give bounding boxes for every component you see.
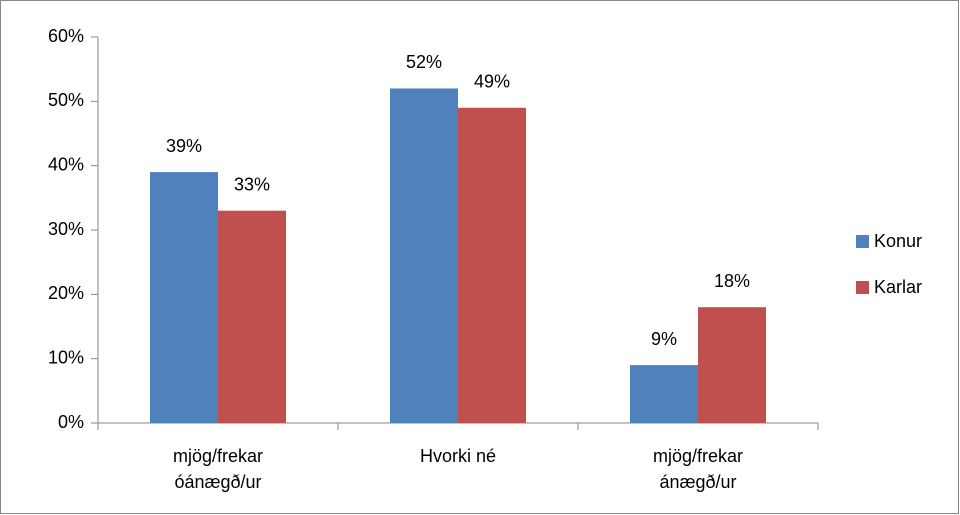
bar bbox=[458, 107, 526, 424]
y-tick-label: 40% bbox=[48, 154, 84, 174]
y-tick-label: 10% bbox=[48, 347, 84, 367]
y-tick-label: 20% bbox=[48, 283, 84, 303]
x-tick-label: mjög/frekar óánægð/ur bbox=[172, 446, 264, 492]
value-label: 49% bbox=[474, 72, 510, 92]
bar bbox=[218, 210, 286, 423]
legend-label: Konur bbox=[874, 231, 922, 251]
bar bbox=[698, 307, 766, 423]
legend-swatch bbox=[856, 235, 869, 248]
value-label: 18% bbox=[714, 271, 750, 291]
x-tick-label: mjög/frekar ánægð/ur bbox=[652, 446, 744, 492]
legend-swatch bbox=[856, 281, 869, 294]
y-tick-label: 60% bbox=[48, 26, 84, 46]
bar bbox=[630, 365, 698, 423]
legend-label: Karlar bbox=[874, 277, 922, 297]
bar bbox=[150, 172, 218, 423]
y-tick-label: 50% bbox=[48, 90, 84, 110]
x-tick-label: Hvorki né bbox=[419, 446, 497, 466]
value-label: 39% bbox=[166, 136, 202, 156]
value-label: 52% bbox=[406, 52, 442, 72]
y-tick-label: 0% bbox=[58, 412, 84, 432]
value-label: 33% bbox=[234, 174, 270, 194]
bar bbox=[390, 88, 458, 423]
value-label: 9% bbox=[651, 329, 677, 349]
y-tick-label: 30% bbox=[48, 219, 84, 239]
